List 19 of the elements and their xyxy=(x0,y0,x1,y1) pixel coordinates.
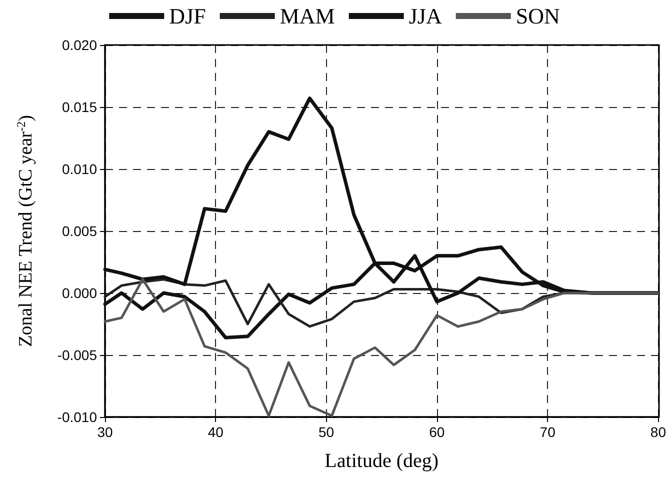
y-axis-title: Zonal NEE Trend (GtC year-2) xyxy=(14,115,36,347)
y-tick-label: 0.020 xyxy=(62,37,98,53)
y-tick-label: 0.000 xyxy=(62,285,98,301)
x-tick-label: 50 xyxy=(318,424,334,440)
x-axis-title: Latitude (deg) xyxy=(324,450,439,472)
y-tick-label: -0.010 xyxy=(57,409,98,425)
y-tick-label: 0.010 xyxy=(62,161,98,177)
legend-label: SON xyxy=(516,4,560,28)
y-tick-label: 0.015 xyxy=(62,99,98,115)
legend-label: MAM xyxy=(280,4,335,28)
y-tick-label: 0.005 xyxy=(62,223,98,239)
x-tick-label: 70 xyxy=(540,424,556,440)
x-tick-label: 80 xyxy=(650,424,666,440)
x-tick-label: 60 xyxy=(429,424,445,440)
x-tick-label: 40 xyxy=(208,424,224,440)
legend-label: DJF xyxy=(169,4,206,28)
legend-label: JJA xyxy=(408,4,442,28)
y-tick-label: -0.005 xyxy=(57,347,98,363)
x-tick-label: 30 xyxy=(97,424,113,440)
